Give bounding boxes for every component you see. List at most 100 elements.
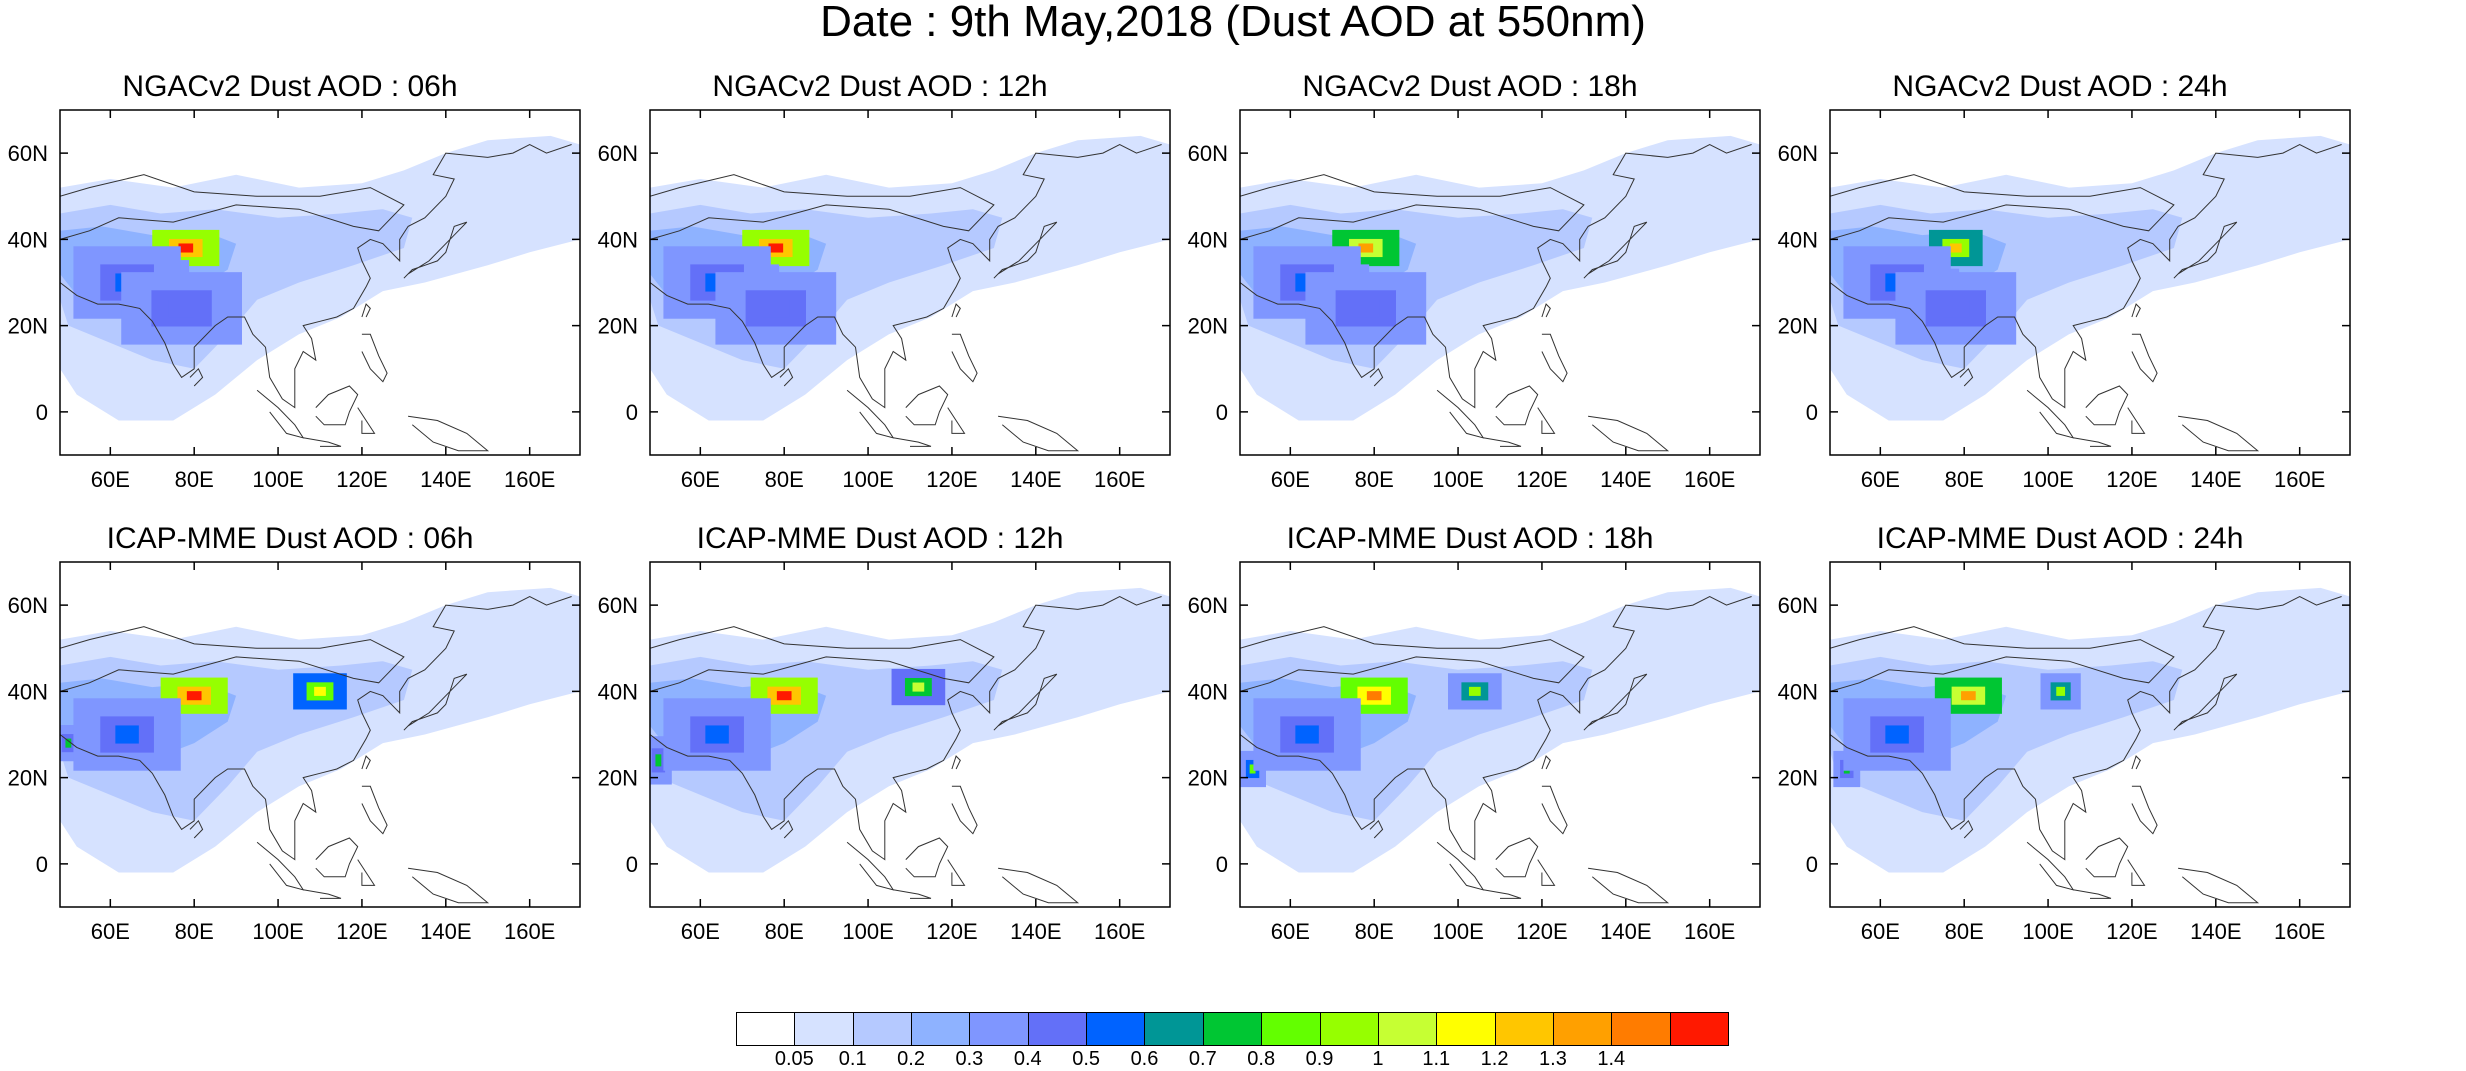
coastline xyxy=(189,819,204,839)
colorbar-cell xyxy=(1319,1012,1379,1046)
colorbar-label: 0.05 xyxy=(774,1048,814,1070)
lon-tick-label: 140E xyxy=(1600,919,1651,944)
dust-field xyxy=(1830,562,2350,907)
map-plot: 60E 80E 100E 120E 140E 160E 60N 40N 20N 0 xyxy=(1778,109,2351,492)
map-panel: NGACv2 Dust AOD : 12h 60E 80E 100E 120E 140E 1… xyxy=(590,72,1171,492)
lon-tick-label: 60E xyxy=(681,919,720,944)
coastline xyxy=(1830,143,2342,409)
coastline xyxy=(1240,174,1585,240)
aod-cell xyxy=(1295,725,1319,744)
lat-tick-label: 0 xyxy=(626,400,638,425)
lat-tick-label: 60N xyxy=(1778,141,1818,166)
coastline xyxy=(1583,673,1648,731)
aod-cell xyxy=(2056,686,2066,696)
plot-frame xyxy=(1239,561,1761,908)
coastline xyxy=(1483,437,1522,447)
coastline xyxy=(60,174,405,240)
colorbar-label: 0.9 xyxy=(1305,1048,1334,1070)
colorbar-cell xyxy=(1669,1012,1729,1046)
map-panel: NGACv2 Dust AOD : 18h 60E 80E 100E 120E 140E 1… xyxy=(1180,72,1761,492)
lon-tick-label: 100E xyxy=(842,919,893,944)
aod-cell xyxy=(1949,243,1962,253)
coastline xyxy=(1959,367,1974,387)
lat-tick-label: 60N xyxy=(1188,593,1228,618)
lat-tick-label: 40N xyxy=(1778,679,1818,704)
plot-frame xyxy=(1239,109,1761,456)
coastline xyxy=(846,389,895,439)
colorbar-label: 0.8 xyxy=(1247,1048,1276,1070)
panel-title: NGACv2 Dust AOD : 24h xyxy=(1892,70,2228,103)
aod-cell xyxy=(655,754,662,767)
coastline xyxy=(357,407,376,434)
lat-tick-label: 0 xyxy=(36,852,48,877)
colorbar-cell xyxy=(1202,1012,1263,1046)
colorbar-cell xyxy=(911,1012,971,1046)
coastline xyxy=(998,415,1080,452)
lat-tick-label: 0 xyxy=(1806,400,1818,425)
lon-tick-label: 120E xyxy=(1516,467,1567,492)
coastline xyxy=(1541,333,1568,383)
lon-tick-label: 120E xyxy=(1516,919,1567,944)
colorbar-label: 1 xyxy=(1372,1048,1384,1070)
coastline xyxy=(256,841,305,891)
aod-cell xyxy=(1961,691,1976,701)
coastline xyxy=(303,889,342,899)
lon-tick-label: 60E xyxy=(1271,919,1310,944)
coastline xyxy=(2085,837,2129,878)
lon-tick-label: 120E xyxy=(336,919,387,944)
lon-tick-label: 80E xyxy=(765,919,804,944)
colorbar-label: 0.7 xyxy=(1188,1048,1217,1070)
colorbar-cell xyxy=(852,1012,913,1046)
lon-tick-label: 80E xyxy=(765,467,804,492)
panel-title: ICAP-MME Dust AOD : 18h xyxy=(1286,522,1654,555)
map-panel: ICAP-MME Dust AOD : 24h 60E 80E 100E 120E 140… xyxy=(1770,524,2351,944)
coastline xyxy=(1495,837,1539,878)
coastline xyxy=(256,389,305,439)
colorbar-cell xyxy=(1261,1012,1321,1046)
colorbar-label: 0.1 xyxy=(838,1048,867,1070)
lat-tick-label: 0 xyxy=(626,852,638,877)
aod-cell xyxy=(1352,299,1380,318)
coastline xyxy=(408,867,490,904)
coastline xyxy=(2131,303,2141,318)
plot-frame xyxy=(59,561,581,908)
aod-cell xyxy=(1468,686,1481,696)
coastline xyxy=(1588,415,1670,452)
lat-tick-label: 20N xyxy=(1778,314,1818,339)
colorbar-cell xyxy=(1086,1012,1146,1046)
coastline xyxy=(905,385,949,426)
panel-title: NGACv2 Dust AOD : 18h xyxy=(1302,70,1638,103)
lat-tick-label: 60N xyxy=(598,593,638,618)
lon-tick-label: 100E xyxy=(1432,467,1483,492)
coastline xyxy=(1537,407,1556,434)
aod-cell xyxy=(1358,243,1374,253)
lon-tick-label: 100E xyxy=(842,467,893,492)
lon-tick-label: 160E xyxy=(1094,919,1145,944)
aod-cell xyxy=(1942,299,1970,318)
lon-tick-label: 120E xyxy=(926,919,977,944)
map-plot: 60E 80E 100E 120E 140E 160E 60N 40N 20N 0 xyxy=(598,561,1171,944)
colorbar-cell xyxy=(1552,1012,1613,1046)
coastline xyxy=(1830,626,2175,692)
lon-tick-label: 140E xyxy=(1600,467,1651,492)
aod-cell xyxy=(762,299,790,318)
plot-frame xyxy=(59,109,581,456)
coastline xyxy=(361,755,371,770)
lon-tick-label: 60E xyxy=(681,467,720,492)
lon-tick-label: 100E xyxy=(2022,467,2073,492)
lon-tick-label: 100E xyxy=(1432,919,1483,944)
coastline xyxy=(361,303,371,318)
map-panel: ICAP-MME Dust AOD : 12h 60E 80E 100E 120E 140… xyxy=(590,524,1171,944)
lat-tick-label: 60N xyxy=(8,593,48,618)
lat-tick-label: 40N xyxy=(1778,227,1818,252)
lat-tick-label: 0 xyxy=(1806,852,1818,877)
lon-tick-label: 140E xyxy=(2190,919,2241,944)
dust-field xyxy=(1240,562,1760,907)
coastline xyxy=(893,889,932,899)
lon-tick-label: 80E xyxy=(1945,919,1984,944)
lat-tick-label: 20N xyxy=(598,766,638,791)
colorbar-cell xyxy=(1027,1012,1088,1046)
coastline xyxy=(893,437,932,447)
dust-field xyxy=(650,110,1170,455)
colorbar-label: 0.6 xyxy=(1130,1048,1159,1070)
